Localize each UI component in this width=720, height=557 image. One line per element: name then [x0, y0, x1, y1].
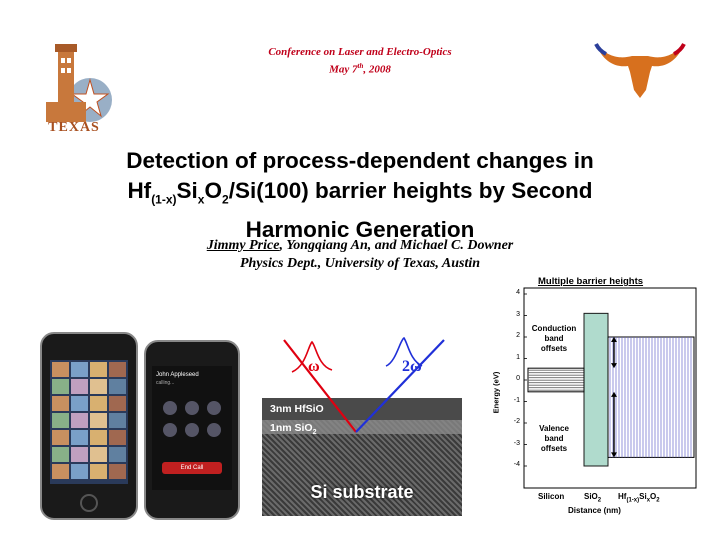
photo-thumbnail [109, 464, 126, 479]
photo-thumbnail [90, 464, 107, 479]
photo-thumbnail [90, 362, 107, 377]
photo-thumbnail [109, 413, 126, 428]
photo-thumbnail [90, 447, 107, 462]
substrate-label: Si substrate [310, 482, 414, 502]
call-controls-icon [163, 401, 221, 437]
y-tick-label: 1 [516, 353, 520, 361]
photo-thumbnail [52, 379, 69, 394]
layer-label-hfsio: 3nm HfSiO [270, 403, 324, 415]
photo-thumbnail [90, 413, 107, 428]
photo-thumbnail [109, 430, 126, 445]
photo-thumbnail [52, 413, 69, 428]
longhorn-icon [594, 43, 686, 98]
y-tick-label: 0 [516, 375, 520, 382]
iphone-photo: John Appleseed calling... End Call [40, 332, 250, 520]
arrowhead [611, 337, 617, 342]
home-button [80, 494, 98, 512]
photo-thumbnail [71, 413, 88, 428]
photo-thumbnail [52, 430, 69, 445]
conference-date: May 7th, 2008 [329, 62, 391, 76]
calling-status: calling... [156, 380, 175, 386]
chart-title: Multiple barrier heights [538, 276, 644, 287]
affiliation: Physics Dept., University of Texas, Aust… [239, 256, 481, 271]
y-tick-layer: 4 3 2 1 0 -1 -2 -3 -4 [480, 270, 520, 520]
end-call-button: End Call [162, 462, 222, 474]
beam-diagram-icon [283, 336, 445, 433]
photo-thumbnail [71, 464, 88, 479]
y-tick-label: 2 [516, 332, 520, 339]
two-omega-label: 2ω [402, 358, 422, 375]
photo-thumbnail [71, 362, 88, 377]
photo-thumbnail [109, 447, 126, 462]
photo-thumbnail [71, 396, 88, 411]
omega-label: ω [308, 358, 320, 375]
tower-emblem-icon [46, 44, 112, 122]
valence-annotation: Valence band offsets [539, 424, 569, 453]
hfsio-layer [262, 398, 462, 420]
photo-thumbnail [109, 379, 126, 394]
hfsio-band [607, 336, 695, 458]
conference-name: Conference on Laser and Electro-Optics [268, 46, 452, 58]
layer-label-sio2: 1nm SiO2 [270, 422, 317, 437]
title-line-1: Detection of process-dependent changes i… [126, 148, 594, 173]
presenter-name: Jimmy Price [206, 238, 280, 253]
x-axis-label: Distance (nm) [568, 506, 621, 515]
tem-figure: 3nm HfSiO 1nm SiO2 Si substrate ω 2ω [262, 336, 462, 516]
x-label-hfsio: Hf(1-x)SixO2 [618, 492, 660, 504]
longhorn-logo [592, 40, 688, 100]
arrowhead [611, 452, 617, 458]
x-label-sio2: SiO2 [584, 492, 602, 504]
phone-right: John Appleseed calling... End Call [144, 340, 240, 520]
y-tick-label: -4 [513, 461, 520, 468]
title-line-2: Hf(1-x)SixO2/Si(100) barrier heights by … [127, 178, 593, 207]
y-tick-label: -1 [513, 396, 520, 404]
photo-thumbnail [71, 430, 88, 445]
contact-name: John Appleseed [156, 372, 199, 378]
photo-thumbnail [109, 396, 126, 411]
photo-thumbnails-icon [52, 362, 126, 479]
y-tick-label: 3 [516, 310, 520, 318]
call-screen: John Appleseed calling... End Call [152, 366, 232, 490]
photo-thumbnail [71, 447, 88, 462]
photo-thumbnail [90, 396, 107, 411]
band-plot [523, 287, 697, 489]
photo-thumbnail [52, 447, 69, 462]
x-label-silicon: Silicon [538, 492, 565, 501]
photo-thumbnail [109, 362, 126, 377]
conduction-annotation: Conduction band offsets [531, 324, 577, 353]
y-tick-label: -3 [513, 439, 520, 447]
photo-thumbnail [52, 396, 69, 411]
photo-thumbnail [90, 430, 107, 445]
plot-frame [523, 287, 697, 489]
photo-grid [50, 360, 128, 484]
author-list: Jimmy Price, Yongqiang An, and Michael C… [206, 238, 514, 253]
y-tick-label: -2 [513, 418, 520, 425]
phone-left [40, 332, 138, 520]
texas-logo-text: TEXAS [48, 120, 100, 135]
texas-logo: TEXAS [38, 40, 120, 138]
arrowhead [611, 391, 617, 397]
photo-thumbnail [52, 362, 69, 377]
photo-thumbnail [90, 379, 107, 394]
sio2-band [583, 312, 609, 467]
photo-thumbnail [52, 464, 69, 479]
title-line-3: Harmonic Generation [245, 216, 475, 242]
slide-title: Detection of process-dependent changes i… [60, 146, 660, 245]
y-tick-label: 4 [516, 289, 520, 296]
photo-thumbnail [71, 379, 88, 394]
arrowhead [611, 363, 617, 369]
